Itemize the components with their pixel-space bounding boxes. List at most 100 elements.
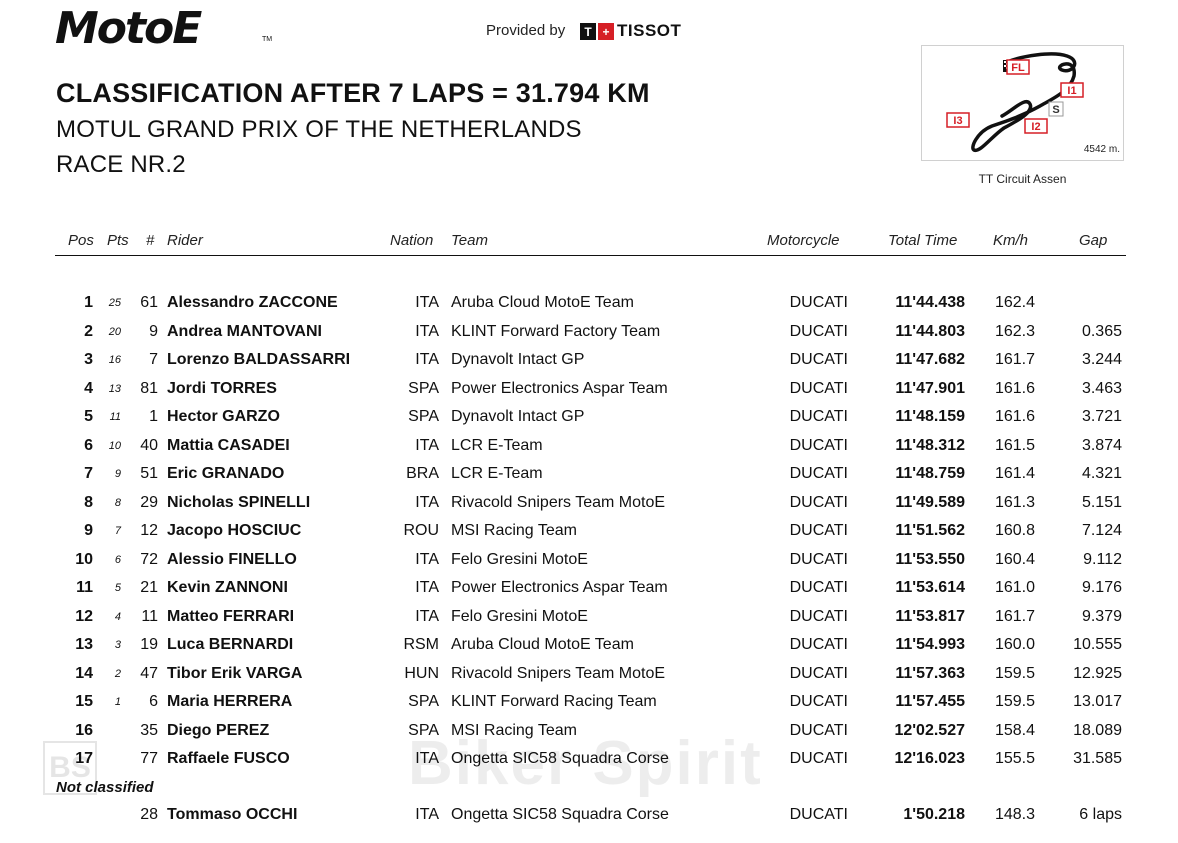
- cell-motorcycle: DUCATI: [789, 664, 848, 682]
- cell-pts: 25: [108, 297, 121, 309]
- cell-total-time: 1'50.218: [903, 806, 965, 823]
- cell-gap: 5.151: [1081, 493, 1122, 511]
- circuit-name: TT Circuit Assen: [978, 172, 1067, 186]
- cell-number: 61: [140, 294, 158, 311]
- cell-motorcycle: DUCATI: [789, 636, 848, 653]
- cell-motorcycle: DUCATI: [789, 465, 848, 482]
- cell-rider: Maria HERRERA: [167, 693, 293, 710]
- cell-pts: 7: [114, 525, 121, 537]
- cell-kmh: 162.4: [994, 294, 1035, 311]
- table-row: 4 13 81 Jordi TORRES SPA Power Electronics As…: [55, 375, 1126, 403]
- cell-kmh: 161.7: [994, 607, 1035, 625]
- cell-team: Ongetta SIC58 Squadra Corse: [451, 806, 669, 823]
- cell-pos: 16: [75, 721, 93, 739]
- cell-team: Felo Gresini MotoE: [451, 607, 588, 625]
- cell-team: Dynavolt Intact GP: [451, 351, 585, 368]
- cell-team: Power Electronics Aspar Team: [451, 579, 668, 596]
- cell-pts: 20: [108, 325, 121, 338]
- label-fl: FL: [1006, 59, 1030, 75]
- cell-total-time: 11'48.159: [895, 408, 965, 425]
- cell-total-time: 11'57.455: [895, 693, 965, 710]
- table-row: 1 25 61 Alessandro ZACCONE ITA Aruba Cloud Mo…: [55, 289, 1126, 317]
- cell-total-time: 11'54.993: [895, 636, 965, 653]
- circuit-map: FL I1 S I2 I3 4542 m.: [921, 45, 1124, 161]
- table-row: 7 9 51 Eric GRANADO BRA LCR E-Team DUCATI 11'48…: [55, 460, 1126, 488]
- cell-kmh: 159.5: [994, 693, 1035, 710]
- cell-nation: ITA: [415, 750, 439, 767]
- cell-rider: Hector GARZO: [167, 408, 280, 425]
- col-total-time: Total Time: [888, 232, 958, 249]
- cell-nation: ITA: [415, 351, 439, 368]
- cell-number: 19: [140, 636, 158, 653]
- cell-pos: 8: [84, 493, 93, 511]
- table-row: 16 35 Diego PEREZ SPA MSI Racing Team DUCATI 1…: [55, 717, 1126, 745]
- cell-rider: Jordi TORRES: [167, 379, 277, 397]
- cell-gap: 7.124: [1081, 522, 1122, 539]
- table-row: 12 4 11 Matteo FERRARI ITA Felo Gresini MotoE…: [55, 603, 1126, 631]
- cell-team: MSI Racing Team: [451, 721, 577, 739]
- cell-number: 40: [140, 436, 158, 454]
- cell-nation: ITA: [415, 579, 439, 596]
- cell-pos: 11: [76, 579, 93, 596]
- cell-number: 81: [140, 379, 158, 397]
- watermark-badge: BS: [43, 741, 97, 795]
- tissot-mark-right: +: [598, 23, 614, 40]
- cell-motorcycle: DUCATI: [789, 493, 848, 511]
- cell-pts: 10: [108, 439, 121, 452]
- cell-motorcycle: DUCATI: [789, 436, 848, 454]
- cell-motorcycle: DUCATI: [789, 579, 848, 596]
- cell-rider: Alessio FINELLO: [167, 550, 297, 568]
- table-row: 8 8 29 Nicholas SPINELLI ITA Rivacold Snipers…: [55, 489, 1126, 517]
- cell-number: 6: [149, 693, 158, 710]
- cell-team: Aruba Cloud MotoE Team: [451, 636, 634, 653]
- cell-number: 12: [140, 522, 158, 539]
- cell-gap: 3.463: [1081, 379, 1122, 397]
- label-fl-text: FL: [1011, 62, 1025, 74]
- cell-team: LCR E-Team: [451, 436, 543, 454]
- cell-rider: Andrea MANTOVANI: [167, 322, 322, 340]
- cell-nation: ITA: [415, 294, 439, 311]
- col-gap: Gap: [1079, 232, 1108, 249]
- cell-nation: ITA: [415, 806, 439, 823]
- logo-text: MotoE: [55, 3, 202, 54]
- cell-pos: 17: [75, 750, 93, 767]
- cell-motorcycle: DUCATI: [789, 322, 848, 340]
- table-row: 14 2 47 Tibor Erik VARGA HUN Rivacold Snipers…: [55, 660, 1126, 688]
- cell-pos: 13: [75, 636, 93, 653]
- cell-rider: Raffaele FUSCO: [167, 750, 290, 767]
- cell-kmh: 148.3: [994, 806, 1035, 823]
- cell-gap: 9.112: [1083, 550, 1122, 568]
- provided-by-label: Provided by: [486, 22, 566, 39]
- cell-pos: 15: [75, 693, 93, 710]
- cell-total-time: 11'44.803: [895, 322, 965, 340]
- cell-team: Ongetta SIC58 Squadra Corse: [451, 750, 669, 767]
- cell-nation: ITA: [415, 436, 439, 454]
- col-num: #: [146, 232, 155, 249]
- cell-pts: 13: [108, 382, 121, 395]
- cell-pos: 10: [75, 550, 93, 568]
- cell-pos: 4: [84, 379, 93, 397]
- cell-number: 47: [140, 664, 158, 682]
- cell-pts: 9: [114, 468, 121, 480]
- cell-total-time: 11'47.901: [895, 379, 965, 397]
- cell-team: MSI Racing Team: [451, 522, 577, 539]
- motoe-logo: MotoE: [55, 6, 280, 52]
- cell-pos: 14: [75, 664, 93, 682]
- cell-kmh: 161.7: [994, 351, 1035, 368]
- cell-team: Power Electronics Aspar Team: [451, 379, 668, 397]
- tissot-mark-icon: T +: [580, 23, 614, 40]
- label-s-text: S: [1052, 104, 1059, 116]
- cell-pts: 5: [114, 582, 121, 594]
- col-nation: Nation: [390, 232, 434, 249]
- cell-rider: Diego PEREZ: [167, 721, 270, 739]
- cell-total-time: 11'51.562: [895, 522, 965, 539]
- cell-kmh: 160.0: [994, 636, 1035, 653]
- cell-gap: 31.585: [1073, 750, 1122, 767]
- cell-motorcycle: DUCATI: [789, 750, 848, 767]
- label-i1: I1: [1060, 82, 1084, 98]
- col-pos: Pos: [68, 232, 94, 249]
- cell-gap: 6 laps: [1079, 806, 1122, 823]
- sponsor-name: TISSOT: [617, 21, 682, 40]
- cell-rider: Lorenzo BALDASSARRI: [167, 351, 351, 368]
- cell-total-time: 12'02.527: [894, 721, 965, 739]
